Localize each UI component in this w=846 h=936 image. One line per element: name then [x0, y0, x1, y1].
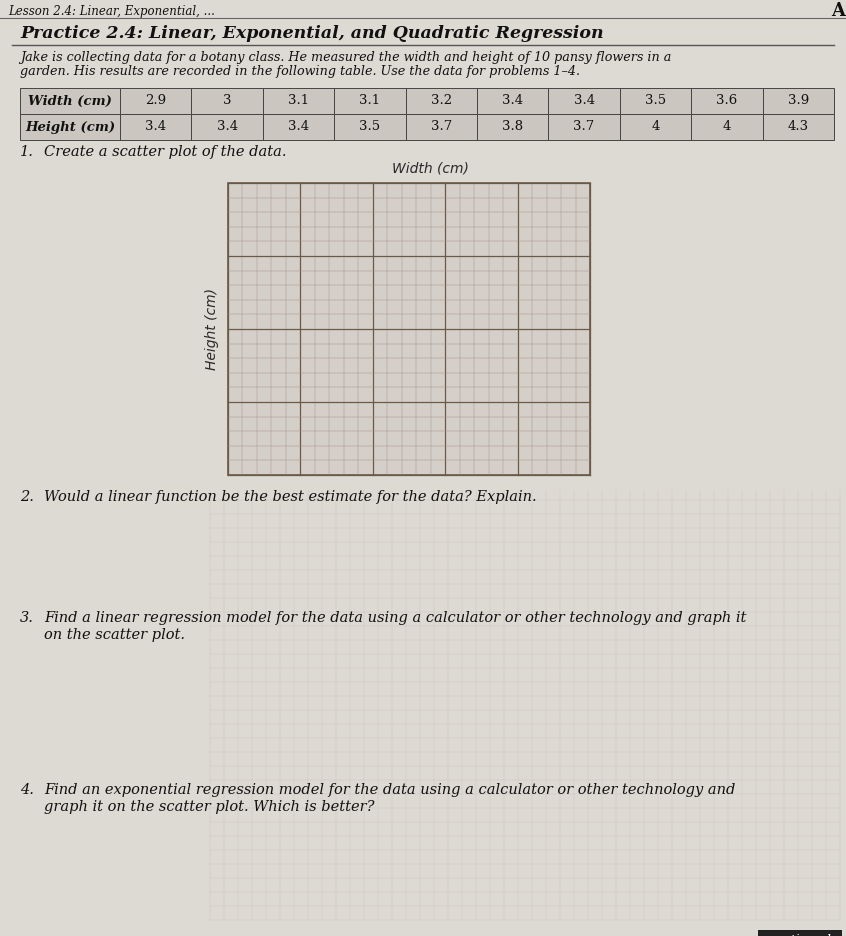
- Text: 3.4: 3.4: [288, 121, 309, 134]
- Text: Create a scatter plot of the data.: Create a scatter plot of the data.: [44, 145, 287, 159]
- Text: garden. His results are recorded in the following table. Use the data for proble: garden. His results are recorded in the …: [20, 66, 580, 79]
- Text: 1.: 1.: [20, 145, 34, 159]
- Bar: [20, 88, 120, 114]
- Text: Find an exponential regression model for the data using a calculator or other te: Find an exponential regression model for…: [44, 783, 735, 797]
- Text: 3.4: 3.4: [217, 121, 238, 134]
- Bar: [120, 88, 191, 114]
- Bar: [548, 88, 620, 114]
- Bar: [228, 183, 590, 475]
- Bar: [691, 88, 762, 114]
- Text: 2.: 2.: [20, 490, 34, 504]
- Text: 3.2: 3.2: [431, 95, 452, 108]
- Text: 3.5: 3.5: [360, 121, 381, 134]
- Text: Height (cm): Height (cm): [25, 121, 115, 134]
- Text: on the scatter plot.: on the scatter plot.: [44, 628, 185, 642]
- Text: 3.9: 3.9: [788, 95, 809, 108]
- Bar: [334, 88, 405, 114]
- Text: Width (cm): Width (cm): [28, 95, 112, 108]
- Bar: [691, 114, 762, 140]
- Text: Lesson 2.4: Linear, Exponential, ...: Lesson 2.4: Linear, Exponential, ...: [8, 5, 215, 18]
- Text: 4: 4: [651, 121, 660, 134]
- Text: 3.4: 3.4: [146, 121, 167, 134]
- Text: 3.7: 3.7: [431, 121, 452, 134]
- Text: Practice 2.4: Linear, Exponential, and Quadratic Regression: Practice 2.4: Linear, Exponential, and Q…: [20, 25, 604, 42]
- Text: Width (cm): Width (cm): [392, 161, 469, 175]
- Bar: [334, 114, 405, 140]
- Text: 3.4: 3.4: [574, 95, 595, 108]
- Text: A: A: [831, 2, 845, 20]
- Bar: [762, 88, 834, 114]
- Bar: [263, 88, 334, 114]
- Bar: [477, 114, 548, 140]
- Bar: [0, 0, 846, 18]
- Bar: [620, 114, 691, 140]
- Text: 3.1: 3.1: [360, 95, 381, 108]
- Bar: [263, 114, 334, 140]
- Text: graph it on the scatter plot. Which is better?: graph it on the scatter plot. Which is b…: [44, 800, 375, 814]
- Text: 3.5: 3.5: [645, 95, 666, 108]
- Text: continued: continued: [768, 934, 832, 936]
- Text: 3.4: 3.4: [503, 95, 524, 108]
- Bar: [20, 114, 120, 140]
- Text: 3.8: 3.8: [503, 121, 524, 134]
- Text: 3.: 3.: [20, 611, 34, 625]
- Bar: [191, 114, 263, 140]
- Text: 4.3: 4.3: [788, 121, 809, 134]
- Bar: [548, 114, 620, 140]
- Text: Would a linear function be the best estimate for the data? Explain.: Would a linear function be the best esti…: [44, 490, 536, 504]
- Text: 3.7: 3.7: [574, 121, 595, 134]
- Bar: [762, 114, 834, 140]
- Text: 3: 3: [222, 95, 231, 108]
- Text: 2.9: 2.9: [146, 95, 167, 108]
- Bar: [405, 88, 477, 114]
- Text: 4.: 4.: [20, 783, 34, 797]
- Bar: [120, 114, 191, 140]
- Bar: [758, 930, 842, 936]
- Text: Jake is collecting data for a botany class. He measured the width and height of : Jake is collecting data for a botany cla…: [20, 51, 672, 65]
- Text: Find a linear regression model for the data using a calculator or other technolo: Find a linear regression model for the d…: [44, 611, 746, 625]
- Bar: [405, 114, 477, 140]
- Text: 3.1: 3.1: [288, 95, 309, 108]
- Bar: [191, 88, 263, 114]
- Bar: [477, 88, 548, 114]
- Bar: [620, 88, 691, 114]
- Text: Height (cm): Height (cm): [205, 288, 219, 370]
- Text: 3.6: 3.6: [717, 95, 738, 108]
- Text: 4: 4: [722, 121, 731, 134]
